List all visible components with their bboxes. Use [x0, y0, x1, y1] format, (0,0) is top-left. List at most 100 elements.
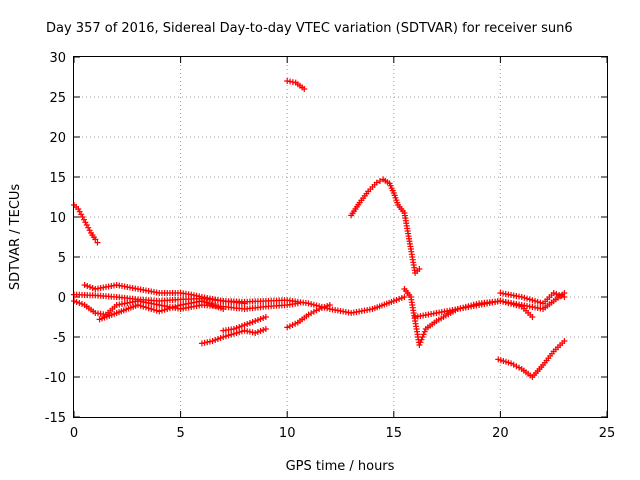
data-marker	[529, 297, 536, 304]
data-point	[220, 334, 227, 340]
data-point	[220, 306, 227, 312]
data-marker	[172, 303, 179, 310]
data-marker	[145, 305, 152, 312]
data-point	[497, 298, 504, 304]
data-marker	[86, 284, 93, 290]
data-point	[305, 300, 312, 307]
data-point	[529, 314, 536, 320]
data-marker	[244, 321, 251, 327]
data-marker	[521, 294, 528, 301]
data-marker	[169, 304, 176, 311]
y-tick-label: 0	[58, 291, 66, 306]
data-marker	[321, 304, 328, 310]
data-marker	[419, 334, 426, 340]
data-marker	[214, 336, 221, 342]
data-marker	[212, 337, 219, 343]
data-marker	[468, 302, 475, 309]
y-axis-label: SDTVAR / TECUs	[8, 184, 23, 291]
y-tick-label: 20	[49, 131, 66, 146]
chart-title: Day 357 of 2016, Sidereal Day-to-day VTE…	[46, 21, 573, 36]
data-marker	[420, 331, 427, 338]
data-marker	[148, 306, 155, 312]
data-marker	[89, 285, 96, 291]
data-point	[252, 330, 259, 336]
data-marker	[142, 304, 149, 311]
data-marker	[558, 293, 565, 299]
data-point	[92, 236, 99, 243]
data-point	[390, 298, 397, 304]
series-track-3	[71, 298, 301, 318]
y-tick-label: 15	[49, 171, 66, 186]
data-marker	[73, 299, 80, 305]
y-tick-label: -10	[45, 371, 66, 386]
data-marker	[217, 335, 224, 341]
data-marker	[473, 301, 480, 308]
series-track-14	[495, 338, 568, 380]
data-marker	[398, 295, 405, 301]
y-tick-label: -15	[45, 411, 66, 426]
data-marker	[238, 328, 245, 335]
data-marker	[396, 296, 403, 302]
data-marker	[421, 328, 428, 335]
data-point	[134, 302, 141, 308]
plot-frame	[73, 56, 608, 418]
data-marker	[534, 298, 541, 305]
data-marker	[292, 320, 299, 327]
x-tick-label: 5	[176, 426, 184, 441]
series-track-6	[198, 326, 269, 347]
data-marker	[78, 301, 85, 307]
data-marker	[164, 306, 171, 312]
data-point	[241, 300, 248, 307]
data-marker	[324, 303, 331, 309]
y-tick-label: 25	[49, 91, 66, 106]
grid-lines	[74, 57, 607, 417]
data-point	[550, 290, 557, 296]
series-track-10	[348, 176, 423, 276]
data-marker	[505, 300, 512, 307]
data-marker	[140, 303, 147, 310]
data-marker	[289, 322, 296, 328]
data-marker	[254, 317, 261, 323]
data-marker	[556, 292, 563, 298]
data-point	[230, 326, 237, 332]
series-track-8	[284, 78, 308, 92]
data-marker	[537, 299, 544, 306]
data-marker	[233, 325, 240, 331]
data-marker	[310, 301, 317, 308]
data-marker	[513, 302, 520, 309]
data-marker	[222, 333, 229, 340]
y-tick-label: -5	[53, 331, 66, 346]
y-tick-label: 30	[49, 51, 66, 66]
data-marker	[166, 305, 173, 312]
x-tick-label: 20	[492, 426, 509, 441]
data-marker	[249, 319, 256, 325]
series-track-9	[284, 302, 333, 331]
data-point	[94, 239, 101, 246]
data-marker	[465, 303, 472, 310]
data-marker	[228, 331, 235, 338]
data-point	[416, 266, 423, 272]
data-point	[301, 86, 308, 92]
data-marker	[257, 328, 264, 334]
data-marker	[516, 302, 523, 309]
data-point	[373, 179, 380, 186]
data-marker	[393, 297, 400, 303]
data-marker	[462, 303, 469, 310]
data-point	[518, 294, 525, 300]
data-marker	[257, 316, 264, 322]
data-point	[262, 314, 269, 320]
y-tick-label: 5	[58, 251, 66, 266]
data-point	[416, 342, 423, 348]
data-marker	[417, 339, 424, 346]
data-marker	[308, 301, 315, 308]
data-marker	[76, 300, 83, 306]
series-track-5	[96, 298, 227, 323]
data-marker	[470, 301, 477, 308]
data-marker	[532, 298, 539, 304]
data-point	[241, 322, 248, 328]
data-marker	[260, 327, 267, 333]
x-tick-label: 10	[279, 426, 296, 441]
data-marker	[150, 306, 157, 313]
series-track-12	[412, 298, 536, 320]
